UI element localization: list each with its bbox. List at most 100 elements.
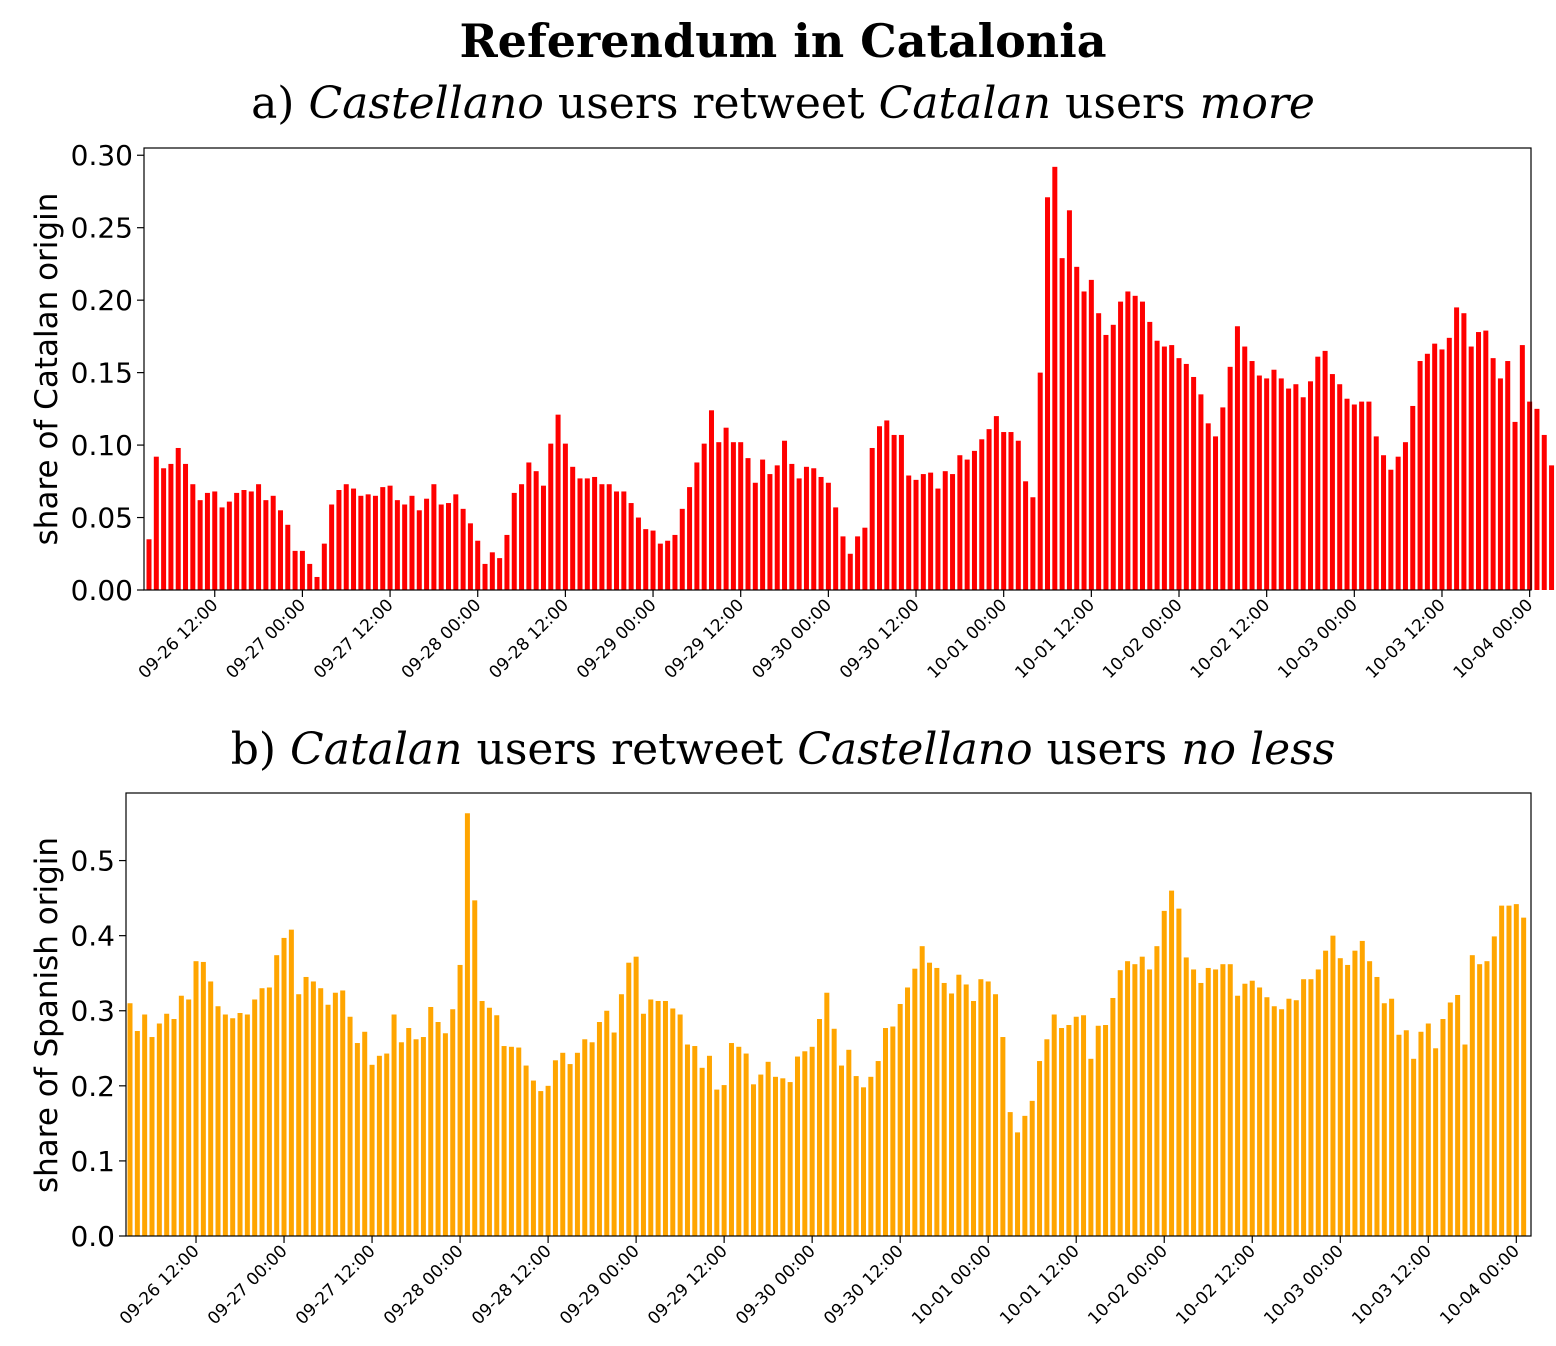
bar	[1132, 964, 1138, 1236]
bar	[765, 1061, 771, 1236]
bar	[402, 504, 408, 590]
bar	[358, 495, 364, 590]
bar	[1323, 950, 1329, 1236]
bar	[1476, 332, 1482, 590]
bar	[1418, 1031, 1424, 1236]
bar	[325, 1004, 331, 1236]
bar	[200, 961, 206, 1236]
bar	[589, 1042, 595, 1236]
bar	[479, 1000, 485, 1236]
bar	[831, 1028, 837, 1236]
bar	[1411, 1058, 1417, 1236]
bar	[648, 999, 654, 1236]
bar	[1315, 969, 1321, 1236]
bar	[1264, 378, 1270, 590]
xtick-label: 10-03 00:00	[1274, 595, 1362, 683]
bar	[1213, 969, 1219, 1236]
bar	[1440, 1019, 1446, 1236]
xtick-label: 09-30 00:00	[748, 595, 836, 683]
bar	[1491, 936, 1497, 1236]
bar	[1469, 955, 1475, 1236]
bar	[428, 1006, 434, 1236]
bar	[950, 474, 956, 590]
bar	[1096, 313, 1102, 590]
bar	[1117, 970, 1123, 1236]
bar	[877, 426, 882, 590]
bar	[1315, 356, 1321, 590]
bar	[318, 988, 324, 1236]
bar	[862, 527, 868, 590]
bar	[464, 813, 470, 1236]
panel-b: b) Catalan users retweet Castellano user…	[29, 724, 1532, 1329]
bar	[1322, 350, 1328, 590]
bar	[1373, 436, 1379, 590]
bar	[1095, 1025, 1101, 1236]
bar	[1490, 358, 1496, 590]
bar	[538, 1091, 544, 1236]
ytick-label: 0.3	[70, 995, 115, 1028]
bar	[1506, 905, 1512, 1236]
bar	[716, 442, 722, 590]
bar	[1256, 375, 1262, 590]
bar	[1088, 1058, 1094, 1236]
bar	[475, 540, 481, 590]
bar	[351, 488, 357, 590]
xtick-label: 10-02 00:00	[1084, 1241, 1172, 1329]
bar	[1462, 1044, 1468, 1236]
bar	[1402, 442, 1408, 590]
bar	[1344, 398, 1350, 590]
bar	[1417, 361, 1423, 590]
bar	[171, 1019, 177, 1236]
bar	[362, 1031, 368, 1236]
bar	[1468, 346, 1474, 590]
bar	[1169, 890, 1175, 1236]
panel-a-title-part: users	[1051, 78, 1200, 129]
bar	[604, 1010, 610, 1236]
bar	[391, 1014, 397, 1236]
bar	[398, 1042, 404, 1236]
bar	[197, 500, 203, 590]
bar	[156, 1023, 162, 1236]
bar	[1425, 1023, 1431, 1236]
bar	[1045, 197, 1051, 590]
panel-b-xaxis: 09-26 12:00 09-27 00:00 09-27 12:00 09-28 0…	[116, 1236, 1524, 1329]
xtick-label: 09-29 00:00	[556, 1241, 644, 1329]
bar	[599, 484, 605, 590]
panel-a: a) Castellano users retweet Catalan user…	[29, 78, 1555, 683]
bar	[307, 563, 313, 590]
bar	[1044, 1039, 1050, 1236]
bar	[501, 1046, 507, 1236]
bar	[343, 484, 349, 590]
bar	[248, 491, 254, 590]
bar	[699, 1067, 705, 1236]
bar	[584, 478, 590, 590]
bar	[1519, 345, 1525, 590]
bar	[438, 504, 444, 590]
bar	[840, 536, 846, 590]
bar	[208, 981, 214, 1236]
bar	[934, 967, 940, 1236]
bar	[743, 1053, 749, 1236]
ytick-label: 0.1	[70, 1145, 115, 1178]
bar	[1301, 979, 1307, 1236]
bar	[277, 510, 283, 590]
bar	[281, 937, 287, 1236]
bar	[655, 1000, 661, 1236]
bar	[1198, 982, 1204, 1236]
bar	[1249, 361, 1255, 590]
bar	[789, 463, 795, 590]
panel-a-title-part: users retweet	[544, 78, 879, 129]
bar	[1293, 1000, 1299, 1236]
bar	[1461, 313, 1467, 590]
bar	[252, 999, 258, 1236]
bar	[1125, 291, 1131, 590]
bar	[611, 1032, 617, 1236]
ytick-label: 0.5	[70, 845, 115, 878]
bar	[650, 530, 656, 590]
bar	[891, 434, 897, 590]
bar	[562, 443, 568, 590]
bar	[714, 1089, 720, 1236]
bar	[618, 994, 624, 1236]
bar	[1424, 353, 1430, 590]
bar	[883, 1028, 888, 1236]
